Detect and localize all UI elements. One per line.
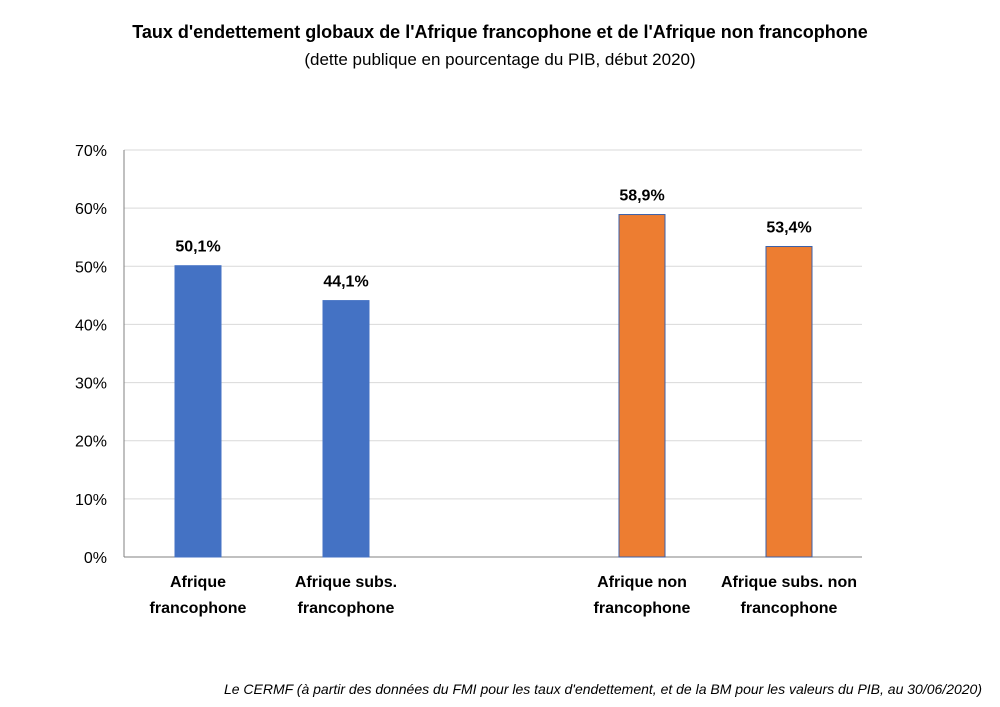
- bar: [174, 265, 222, 558]
- y-tick-label: 0%: [84, 550, 107, 567]
- bar: [322, 300, 370, 558]
- y-tick-label: 10%: [75, 492, 107, 509]
- data-label: 53,4%: [766, 220, 811, 237]
- x-category-label: francophone: [594, 600, 691, 617]
- x-category-label: francophone: [150, 600, 247, 617]
- chart-subtitle: (dette publique en pourcentage du PIB, d…: [304, 50, 696, 69]
- y-tick-label: 20%: [75, 434, 107, 451]
- x-category-label: Afrique subs. non: [721, 574, 857, 591]
- y-tick-label: 70%: [75, 143, 107, 160]
- chart-title: Taux d'endettement globaux de l'Afrique …: [132, 22, 868, 42]
- bar: [765, 246, 813, 558]
- source-note: Le CERMF (à partir des données du FMI po…: [223, 681, 982, 697]
- y-tick-label: 30%: [75, 376, 107, 393]
- x-category-label: Afrique: [170, 574, 226, 591]
- x-category-label: Afrique non: [597, 574, 687, 591]
- data-label: 50,1%: [175, 239, 220, 256]
- y-tick-label: 50%: [75, 259, 107, 276]
- data-label: 44,1%: [323, 274, 368, 291]
- y-tick-label: 40%: [75, 317, 107, 334]
- data-label: 58,9%: [619, 188, 664, 205]
- x-category-label: Afrique subs.: [295, 574, 397, 591]
- x-category-label: francophone: [298, 600, 395, 617]
- bar: [618, 214, 666, 558]
- x-category-label: francophone: [741, 600, 838, 617]
- y-tick-label: 60%: [75, 201, 107, 218]
